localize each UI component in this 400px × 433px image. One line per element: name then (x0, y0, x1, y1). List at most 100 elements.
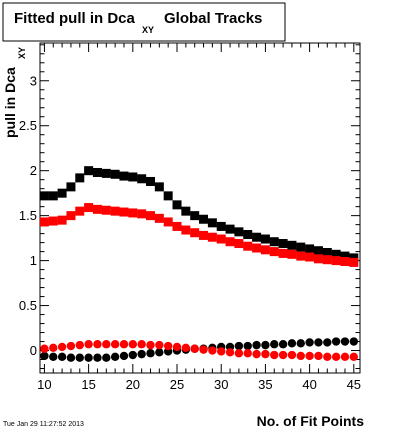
y-tick-label: 2 (30, 163, 37, 178)
square-marker (305, 252, 315, 262)
square-marker (216, 221, 226, 231)
circle-marker (49, 343, 58, 353)
y-tick-label: 2.5 (19, 118, 37, 133)
square-marker (207, 232, 217, 242)
circle-marker (252, 349, 261, 359)
circle-marker (199, 345, 208, 354)
square-marker (331, 249, 341, 259)
circle-marker (278, 340, 288, 349)
square-marker (269, 237, 279, 247)
x-tick-label: 10 (37, 377, 51, 392)
y-tick-labels: 0 0.5 1 1.5 2 2.5 3 (19, 73, 37, 358)
square-marker (296, 251, 306, 261)
square-marker (137, 174, 147, 184)
square-marker (39, 217, 49, 227)
y-tick-label: 1.5 (19, 208, 37, 223)
square-marker (57, 188, 67, 198)
circle-marker (40, 351, 49, 361)
y-tick-label: 3 (30, 73, 37, 88)
square-marker (172, 221, 182, 231)
y-tick-label: 0.5 (19, 298, 37, 313)
square-marker (331, 256, 341, 266)
circle-marker (190, 344, 199, 353)
y-axis-title: pull in Dca (2, 67, 18, 138)
square-marker (190, 228, 200, 238)
circle-marker (110, 352, 120, 362)
square-marker (278, 239, 288, 249)
circle-marker (314, 351, 323, 361)
square-marker (252, 243, 262, 253)
circle-marker (146, 340, 155, 350)
circle-marker (93, 353, 102, 362)
circle-marker (181, 343, 191, 353)
square-marker (207, 218, 217, 228)
circle-marker (137, 340, 146, 349)
circle-marker (270, 340, 279, 349)
circle-marker (331, 352, 341, 362)
square-marker (260, 245, 270, 255)
circle-marker (349, 337, 359, 346)
square-marker (287, 249, 297, 259)
circle-marker (243, 341, 252, 351)
square-marker (243, 230, 253, 240)
square-marker (296, 242, 306, 252)
circle-marker (155, 348, 164, 357)
data-markers (39, 166, 359, 362)
square-marker (154, 182, 164, 192)
circle-marker (243, 349, 252, 358)
square-marker (57, 215, 67, 225)
chart-title-suffix: Global Tracks (164, 10, 262, 27)
x-tick-label: 20 (126, 377, 140, 392)
circle-marker (261, 340, 270, 350)
circle-marker (146, 349, 155, 358)
circle-marker (119, 351, 129, 361)
square-marker (225, 237, 235, 247)
x-tick-label: 35 (258, 377, 272, 392)
square-marker (145, 176, 155, 186)
square-marker (128, 208, 138, 218)
circle-marker (287, 339, 297, 348)
square-marker (75, 173, 85, 183)
circle-marker (349, 352, 359, 362)
circle-marker (278, 350, 288, 360)
circle-marker (155, 340, 164, 350)
circle-marker (225, 348, 235, 357)
square-marker (163, 191, 173, 201)
circle-marker (102, 340, 111, 349)
square-marker (48, 191, 58, 201)
square-marker (101, 205, 111, 215)
square-marker (340, 251, 350, 261)
square-marker (172, 200, 182, 210)
square-marker (225, 224, 235, 234)
circle-marker (296, 339, 305, 348)
circle-marker (66, 353, 76, 362)
circle-marker (57, 352, 67, 362)
square-marker (92, 167, 102, 177)
circle-marker (287, 350, 297, 360)
circle-marker (252, 340, 261, 350)
circle-marker (340, 352, 350, 362)
square-marker (66, 182, 76, 192)
circle-marker (323, 338, 332, 347)
square-marker (92, 204, 102, 214)
circle-marker (137, 349, 146, 359)
square-marker (181, 206, 191, 216)
square-marker (66, 211, 76, 221)
circle-marker (261, 349, 270, 359)
square-marker (110, 169, 120, 179)
circle-marker (331, 337, 341, 346)
square-marker (322, 255, 332, 265)
square-marker (269, 247, 279, 257)
circle-marker (172, 342, 182, 352)
x-tick-label: 30 (214, 377, 228, 392)
x-axis-title: No. of Fit Points (257, 413, 365, 429)
x-tick-labels: 10 15 20 25 30 35 40 45 (37, 377, 361, 392)
circle-marker (75, 340, 84, 350)
chart-title: Fitted pull in Dca (14, 10, 135, 27)
square-marker (39, 191, 49, 201)
x-tick-label: 25 (170, 377, 184, 392)
square-marker (101, 168, 111, 178)
timestamp: Tue Jan 29 11:27:52 2013 (3, 421, 84, 428)
circle-marker (93, 340, 102, 349)
y-axis-title-group: pull in Dca XY (2, 47, 27, 138)
